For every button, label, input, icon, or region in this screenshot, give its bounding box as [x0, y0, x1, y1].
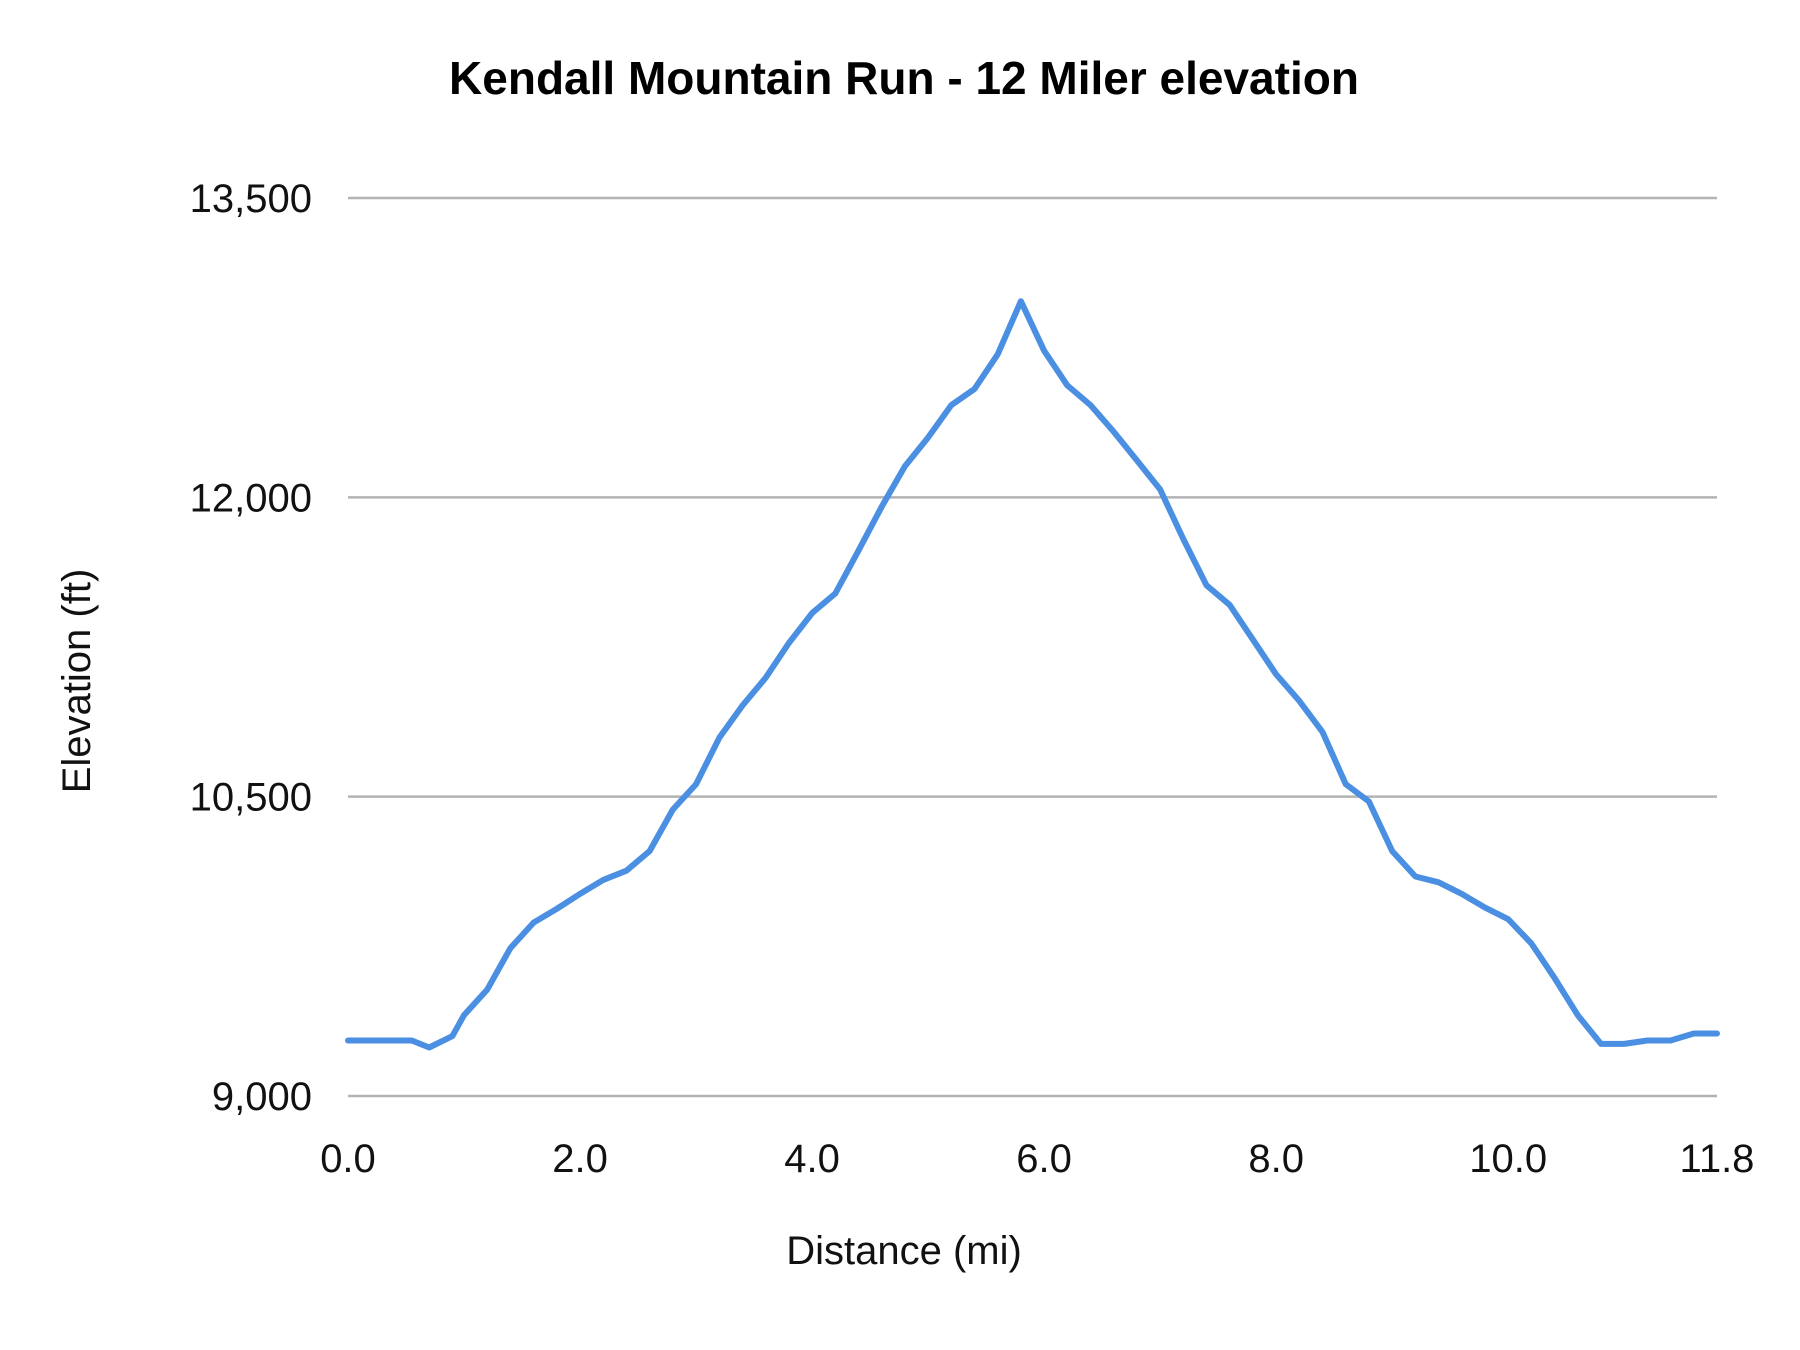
x-tick-label: 8.0 — [1248, 1137, 1304, 1181]
x-tick-label: 10.0 — [1469, 1137, 1547, 1181]
series-layer — [345, 298, 1720, 1051]
x-tick-label: 11.8 — [1680, 1137, 1755, 1181]
x-tick-label: 0.0 — [320, 1137, 376, 1181]
chart-title: Kendall Mountain Run - 12 Miler elevatio… — [449, 52, 1359, 104]
x-tick-label: 2.0 — [552, 1137, 608, 1181]
x-axis-label: Distance (mi) — [786, 1229, 1022, 1273]
gridlines — [348, 196, 1717, 1098]
y-tick-label: 12,000 — [190, 476, 312, 520]
elevation-line — [345, 298, 1720, 1051]
y-tick-label: 10,500 — [190, 776, 312, 820]
y-axis-label: Elevation (ft) — [55, 569, 99, 794]
y-axis-ticks: 9,000 10,500 12,000 13,500 — [190, 177, 312, 1119]
y-tick-label: 9,000 — [212, 1075, 312, 1119]
y-tick-label: 13,500 — [190, 177, 312, 221]
x-axis-ticks: 0.0 2.0 4.0 6.0 8.0 10.0 11.8 — [320, 1137, 1754, 1181]
x-tick-label: 4.0 — [784, 1137, 840, 1181]
x-tick-label: 6.0 — [1016, 1137, 1072, 1181]
